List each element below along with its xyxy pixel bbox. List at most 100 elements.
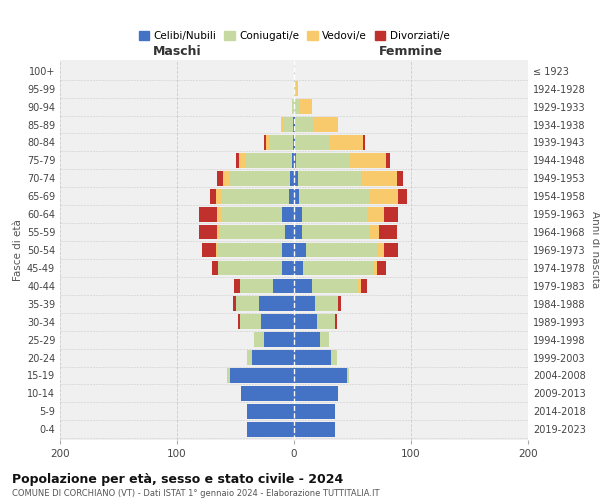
Bar [284,224,294,240]
Y-axis label: Anni di nascita: Anni di nascita [590,212,599,288]
Bar [230,171,290,186]
Bar [263,135,266,150]
Bar [335,314,337,329]
Bar [370,224,379,240]
Bar [298,171,362,186]
Bar [290,171,294,186]
Bar [215,189,221,204]
Bar [223,171,230,186]
Bar [294,350,331,365]
Bar [218,260,283,276]
Bar [230,368,294,383]
Bar [210,189,215,204]
Bar [398,189,407,204]
Bar [294,368,347,383]
Bar [317,314,335,329]
Bar [369,189,398,204]
Bar [235,278,240,293]
Bar [384,242,398,258]
Bar [293,117,294,132]
Bar [217,171,223,186]
Bar [294,296,315,311]
Bar [283,207,294,222]
Bar [283,117,293,132]
Bar [377,260,386,276]
Bar [374,260,377,276]
Bar [266,135,269,150]
Bar [217,207,221,222]
Bar [294,100,300,114]
Bar [299,189,369,204]
Bar [294,260,304,276]
Bar [245,153,292,168]
Bar [294,278,311,293]
Bar [294,117,295,132]
Text: Popolazione per età, sesso e stato civile - 2024: Popolazione per età, sesso e stato civil… [12,472,343,486]
Bar [212,260,218,276]
Bar [261,314,294,329]
Bar [295,117,313,132]
Bar [240,314,261,329]
Bar [263,332,294,347]
Bar [292,100,294,114]
Y-axis label: Fasce di età: Fasce di età [13,219,23,281]
Bar [259,296,294,311]
Bar [367,207,384,222]
Bar [221,189,289,204]
Bar [283,260,294,276]
Bar [294,422,335,436]
Bar [384,207,398,222]
Bar [238,314,240,329]
Bar [294,171,298,186]
Bar [202,242,215,258]
Bar [240,278,273,293]
Bar [294,404,335,418]
Bar [296,153,349,168]
Bar [379,224,397,240]
Bar [199,224,217,240]
Bar [349,153,386,168]
Legend: Celibi/Nubili, Coniugati/e, Vedovi/e, Divorziati/e: Celibi/Nubili, Coniugati/e, Vedovi/e, Di… [134,27,454,46]
Bar [294,189,299,204]
Bar [269,135,293,150]
Bar [254,332,263,347]
Bar [302,207,367,222]
Bar [247,350,252,365]
Bar [293,135,294,150]
Bar [363,135,365,150]
Bar [362,171,397,186]
Bar [358,278,361,293]
Bar [306,242,378,258]
Bar [252,350,294,365]
Bar [302,224,370,240]
Bar [386,153,390,168]
Bar [273,278,294,293]
Bar [283,242,294,258]
Bar [397,171,403,186]
Bar [294,207,302,222]
Bar [247,422,294,436]
Bar [235,296,259,311]
Bar [294,314,317,329]
Bar [338,296,341,311]
Text: Femmine: Femmine [379,45,443,58]
Bar [378,242,384,258]
Bar [300,100,311,114]
Bar [320,332,329,347]
Bar [221,207,283,222]
Bar [311,278,358,293]
Bar [247,404,294,418]
Bar [227,368,230,383]
Bar [233,296,235,311]
Bar [294,224,302,240]
Bar [294,242,306,258]
Bar [281,117,283,132]
Bar [294,332,320,347]
Bar [289,189,294,204]
Bar [313,117,338,132]
Text: COMUNE DI CORCHIANO (VT) - Dati ISTAT 1° gennaio 2024 - Elaborazione TUTTITALIA.: COMUNE DI CORCHIANO (VT) - Dati ISTAT 1°… [12,489,380,498]
Bar [239,153,245,168]
Bar [292,153,294,168]
Bar [294,82,295,96]
Bar [241,386,294,400]
